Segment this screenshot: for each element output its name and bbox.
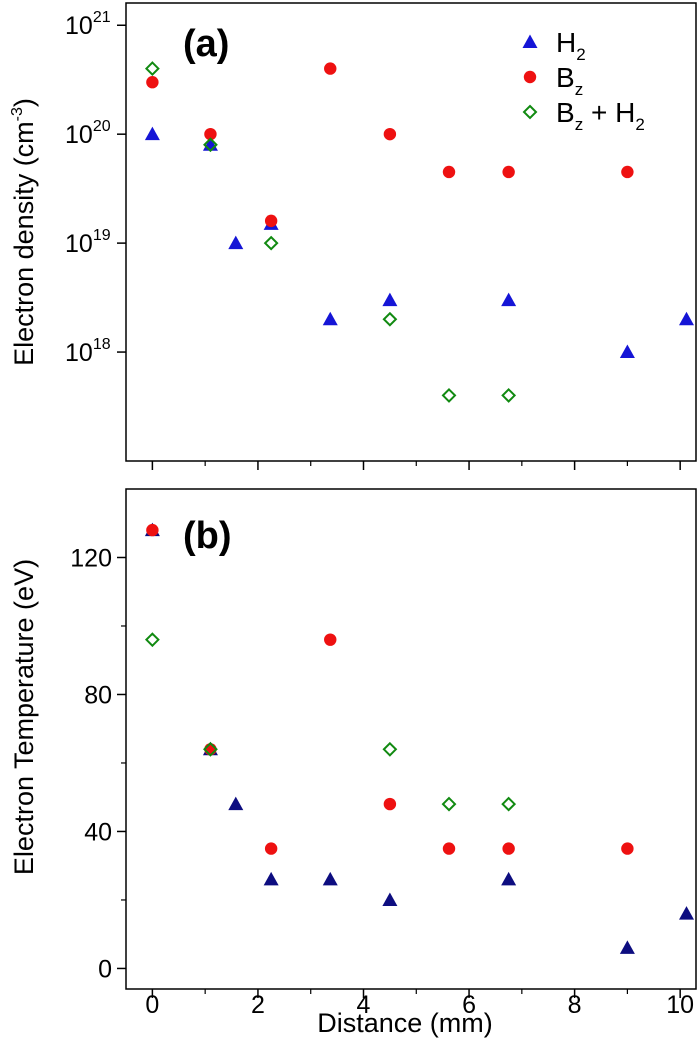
point-circle	[264, 214, 278, 228]
point-diamond	[501, 387, 517, 403]
x-tick-label: 0	[145, 991, 159, 1019]
y-tick-label: 1019	[65, 227, 111, 258]
panel-b-frame	[125, 488, 697, 990]
point-triangle	[382, 292, 398, 307]
y-tick-label: 1020	[65, 118, 111, 149]
panel-b-points	[144, 522, 694, 954]
legend-entry: Bz + H2	[556, 97, 645, 134]
point-circle	[146, 523, 159, 537]
point-triangle	[501, 292, 517, 307]
point-triangle	[144, 126, 160, 141]
x-tick-label: 2	[251, 991, 265, 1019]
panel-a-points	[144, 61, 694, 403]
y-tick-label: 40	[84, 818, 112, 846]
panel-b-xtick-labels: 0 2 4 6 8 10	[145, 991, 694, 1019]
legend-marker	[522, 34, 538, 48]
panel-a-label: (a)	[183, 23, 229, 65]
point-triangle	[228, 235, 244, 250]
point-triangle	[619, 940, 635, 954]
panel-b-temperature: 0 40 80 120 0 2 4 6 8 10 (b) Electron Temperatur…	[9, 488, 697, 1038]
panel-b-label: (b)	[183, 515, 232, 557]
point-triangle	[501, 871, 517, 886]
legend-entry: Bz	[556, 62, 583, 99]
point-diamond	[501, 796, 517, 812]
point-circle	[621, 842, 634, 855]
point-diamond	[263, 235, 279, 251]
y-tick-label: 0	[98, 955, 112, 983]
panel-b-ticks	[117, 556, 681, 998]
x-tick-label: 8	[568, 991, 582, 1019]
point-circle	[146, 75, 159, 89]
point-triangle	[322, 311, 338, 326]
point-circle	[324, 62, 337, 75]
point-diamond	[203, 741, 218, 757]
point-triangle	[619, 344, 635, 359]
point-circle	[502, 165, 515, 179]
point-circle	[383, 127, 397, 141]
point-diamond	[382, 311, 398, 327]
point-diamond	[203, 137, 218, 153]
y-tick-label: 80	[84, 681, 112, 709]
x-tick-label: 4	[357, 991, 371, 1019]
legend-marker	[523, 70, 537, 84]
legend-entry: H2	[556, 27, 586, 64]
legend-marker	[522, 104, 538, 120]
point-circle	[204, 127, 217, 141]
panel-a-density: 1018 1019 1020 1021 (a) Electron density (c…	[9, 2, 697, 470]
panel-a-ylabel: Electron density (cm-3)	[9, 98, 39, 366]
point-diamond	[144, 61, 160, 77]
point-circle	[621, 165, 634, 179]
y-tick-label: 120	[70, 544, 112, 572]
x-tick-label: 6	[462, 991, 476, 1019]
x-axis-label: Distance (mm)	[317, 1008, 493, 1038]
ylabel-exponent: -3	[9, 107, 26, 121]
point-circle	[324, 633, 337, 646]
panel-a-ytick-labels: 1018 1019 1020 1021	[65, 9, 111, 367]
panel-a-ticks	[117, 24, 681, 470]
point-triangle	[263, 871, 279, 886]
y-tick-label: 1018	[65, 336, 111, 367]
point-diamond	[441, 796, 457, 812]
point-triangle	[322, 871, 338, 886]
point-diamond	[144, 632, 160, 648]
point-triangle	[382, 892, 398, 906]
panel-b-ytick-labels: 0 40 80 120	[70, 544, 112, 983]
point-circle	[383, 797, 397, 811]
y-tick-label: 1021	[65, 9, 111, 40]
point-circle	[502, 842, 515, 855]
point-circle	[442, 165, 456, 179]
point-triangle	[679, 906, 694, 920]
point-triangle	[679, 311, 694, 326]
point-circle	[442, 842, 456, 855]
panel-b-ylabel: Electron Temperature (eV)	[9, 559, 39, 875]
panel-a-frame	[125, 2, 697, 462]
x-tick-label: 10	[666, 991, 694, 1019]
point-diamond	[441, 387, 457, 403]
point-triangle	[228, 796, 244, 811]
point-diamond	[382, 741, 398, 757]
point-circle	[204, 743, 217, 756]
point-circle	[264, 842, 278, 855]
